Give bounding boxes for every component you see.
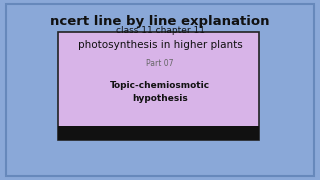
Text: Part 07: Part 07 — [146, 58, 174, 68]
Text: ncert line by line explanation: ncert line by line explanation — [50, 15, 270, 28]
Text: Topic-chemiosmotic
hypothesis: Topic-chemiosmotic hypothesis — [110, 81, 210, 103]
Text: class 11 chapter 11: class 11 chapter 11 — [116, 26, 204, 35]
Text: photosynthesis in higher plants: photosynthesis in higher plants — [78, 40, 242, 50]
Bar — [58, 32, 259, 140]
Bar — [58, 126, 259, 140]
